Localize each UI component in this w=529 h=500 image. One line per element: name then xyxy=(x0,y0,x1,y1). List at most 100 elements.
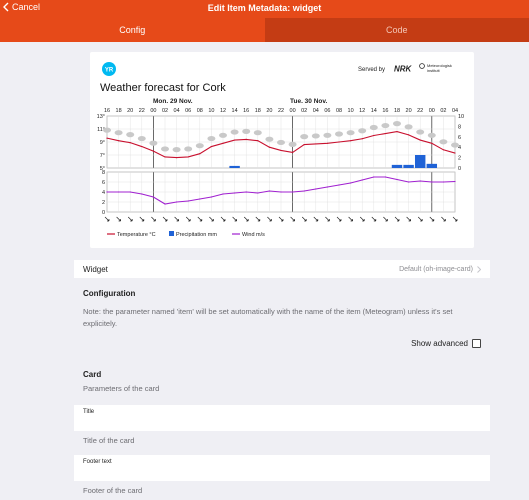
hour-label: 02 xyxy=(440,108,446,114)
wind-point xyxy=(361,179,363,181)
wind-arrow-icon xyxy=(162,216,168,222)
configuration-heading: Configuration xyxy=(83,289,136,298)
cloud-icon xyxy=(393,121,401,127)
cloud-icon xyxy=(439,139,448,145)
wind-point xyxy=(373,176,375,178)
temperature-point xyxy=(152,150,154,152)
wind-arrow-icon xyxy=(406,216,411,222)
day-label-tue: Tue. 30 Nov. xyxy=(290,98,328,105)
temperature-point xyxy=(454,152,456,154)
widget-row[interactable]: Widget Default (oh-image-card) xyxy=(74,260,490,278)
wind-arrow-icon xyxy=(116,216,121,222)
wind-arrow-icon xyxy=(197,216,203,222)
legend-precipitation-swatch xyxy=(169,231,174,236)
hour-label: 06 xyxy=(324,108,330,114)
wind-point xyxy=(315,188,317,190)
forecast-title: Weather forecast for Cork xyxy=(100,82,226,94)
cloud-icon xyxy=(172,147,181,153)
precip-tick-label: 0 xyxy=(458,166,461,172)
hour-label: 14 xyxy=(232,108,238,114)
temperature-point xyxy=(129,142,131,144)
chevron-left-icon xyxy=(3,2,9,12)
footer-text-input[interactable] xyxy=(83,467,479,479)
hour-label: 00 xyxy=(150,108,156,114)
meteogram-marks: 16 18 20 22 00 02 04 06 08 10 12 14 16 18 20 22 00 02 04 06… xyxy=(97,108,464,222)
hour-label: 00 xyxy=(429,108,435,114)
wind-point xyxy=(303,190,305,192)
cloud-icon xyxy=(311,133,320,139)
hour-label: 02 xyxy=(301,108,307,114)
hour-label: 08 xyxy=(336,108,342,114)
wind-point xyxy=(268,190,270,192)
tab-code[interactable]: Code xyxy=(264,18,529,42)
precipitation-bar xyxy=(414,155,426,168)
footer-text-field-help: Footer of the card xyxy=(83,486,143,495)
wind-point xyxy=(106,191,108,193)
wind-arrow-icon xyxy=(417,216,423,222)
temperature-point xyxy=(187,156,189,158)
hour-label: 16 xyxy=(243,108,249,114)
temperature-point xyxy=(315,143,317,145)
wind-tick-label: 0 xyxy=(102,210,105,216)
tab-config[interactable]: Config xyxy=(0,18,265,42)
precipitation-bar xyxy=(426,163,438,168)
cloud-icon xyxy=(253,130,262,136)
title-input[interactable] xyxy=(83,417,479,429)
temperature-point xyxy=(292,151,294,153)
footer-text-field-label: Footer text xyxy=(83,459,112,465)
card-heading: Card xyxy=(83,370,102,379)
navbar: Cancel Edit Item Metadata: widget xyxy=(0,0,529,18)
cloud-icon xyxy=(323,132,332,138)
cloud-icon xyxy=(265,136,274,142)
temperature-point xyxy=(419,139,421,141)
temperature-point xyxy=(245,138,247,140)
wind-arrow-icon xyxy=(348,216,353,222)
wind-point xyxy=(419,180,421,182)
temperature-point xyxy=(141,145,143,148)
cloud-icon xyxy=(126,132,135,138)
wind-arrow-icon xyxy=(429,216,435,222)
temperature-point xyxy=(234,139,236,141)
show-advanced-checkbox[interactable] xyxy=(472,339,481,348)
hour-label: 22 xyxy=(417,108,423,114)
wind-tick-label: 6 xyxy=(102,180,105,186)
temperature-point xyxy=(257,140,259,142)
cancel-label: Cancel xyxy=(12,2,41,12)
chevron-right-icon xyxy=(477,265,481,273)
wind-arrow-icon xyxy=(301,216,307,222)
wind-arrow-icon xyxy=(151,216,156,222)
wind-arrow-icon xyxy=(139,216,145,222)
met-logo-line2: institutt xyxy=(427,68,441,73)
wind-point xyxy=(454,180,456,183)
cancel-button[interactable]: Cancel xyxy=(3,2,40,12)
temp-tick-label: 5° xyxy=(100,166,105,172)
wind-arrow-icon xyxy=(371,216,377,222)
hour-label: 20 xyxy=(406,108,412,114)
wind-tick-label: 4 xyxy=(102,190,105,196)
hour-label: 12 xyxy=(359,108,365,114)
precip-tick-label: 6 xyxy=(458,135,461,141)
hour-label: 02 xyxy=(162,108,168,114)
configuration-note: Note: the parameter named 'item' will be… xyxy=(83,307,453,328)
hour-label: 16 xyxy=(382,108,388,114)
wind-arrow-icon xyxy=(127,216,133,222)
temperature-point xyxy=(176,157,178,159)
cloud-icon xyxy=(369,124,378,131)
title-field-label: Title xyxy=(83,409,95,415)
cloud-icon xyxy=(242,128,251,134)
temp-tick-label: 7° xyxy=(100,153,105,159)
wind-arrow-icon xyxy=(325,216,330,222)
temperature-point xyxy=(210,145,212,148)
wind-arrow-icon xyxy=(290,216,295,222)
temperature-point xyxy=(350,140,352,142)
wind-point xyxy=(292,191,294,193)
served-by-text: Served by xyxy=(358,67,385,73)
wind-point xyxy=(234,192,236,194)
cloud-icon xyxy=(404,124,413,130)
wind-arrow-icon xyxy=(452,216,458,222)
show-advanced-toggle[interactable]: Show advanced xyxy=(411,339,481,348)
hour-label: 08 xyxy=(197,108,203,114)
title-field: Title xyxy=(74,405,490,431)
wind-arrow-icon xyxy=(104,216,110,222)
wind-arrow-icon xyxy=(313,216,319,222)
